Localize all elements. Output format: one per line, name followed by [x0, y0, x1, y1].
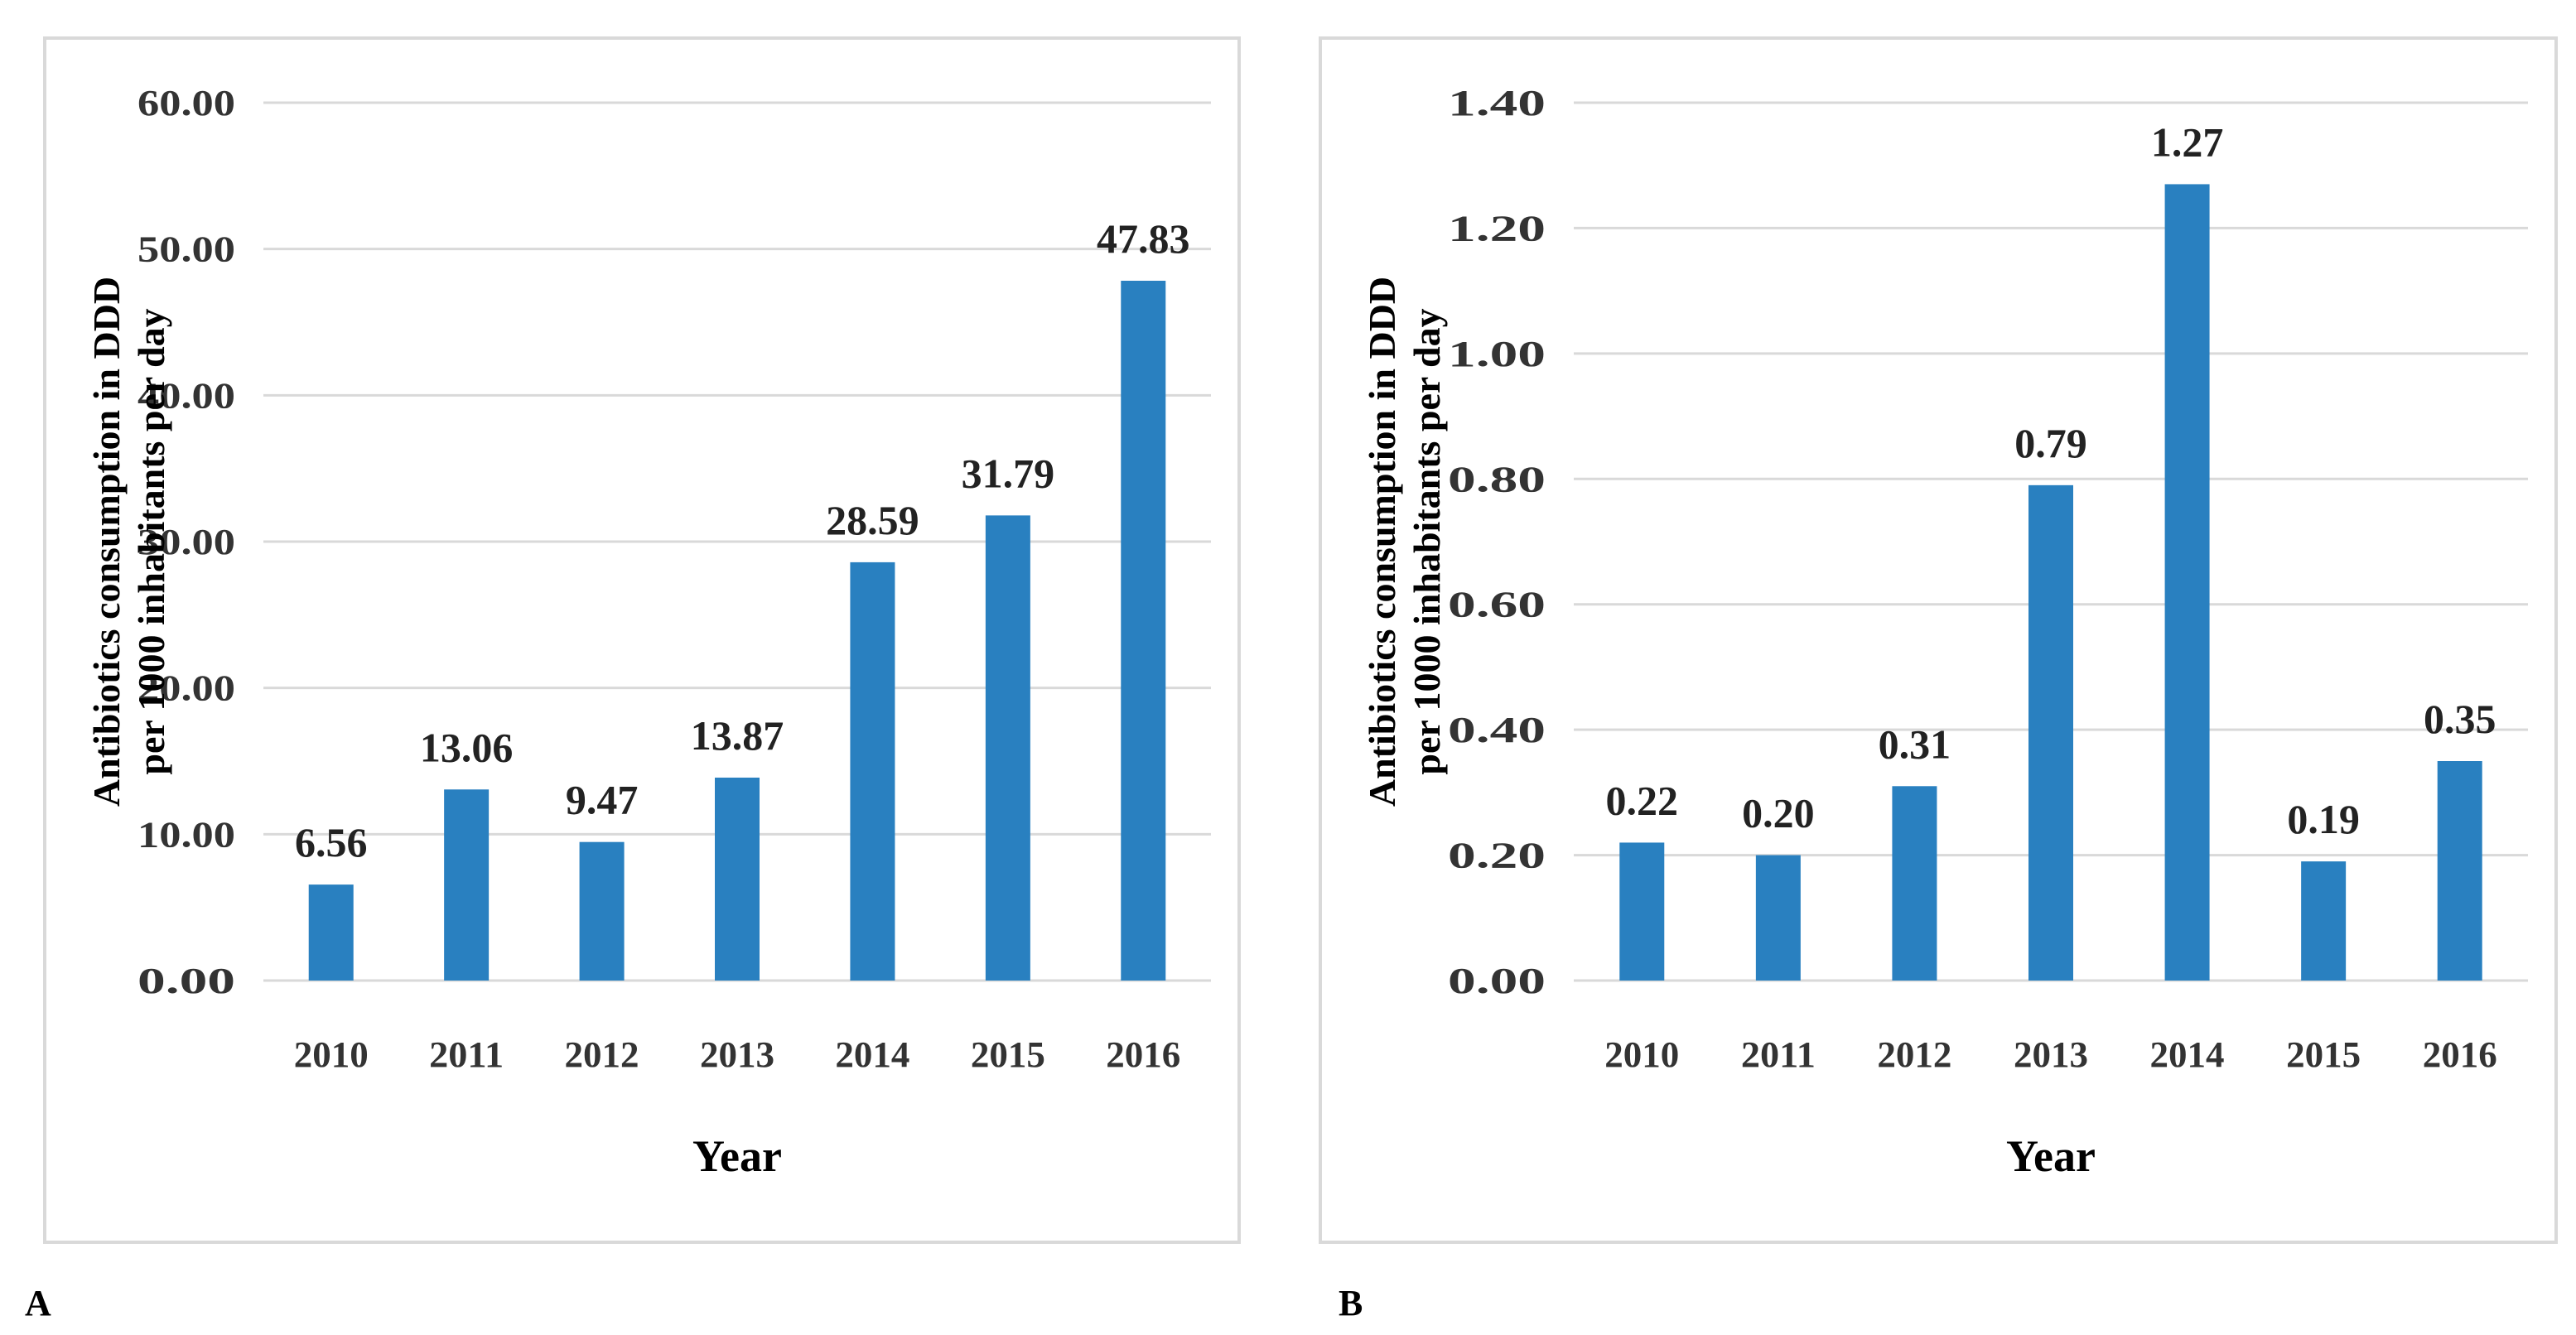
- x-tick-label: 2012: [1877, 1034, 1951, 1075]
- data-label-2011: 13.06: [420, 724, 514, 770]
- bar-2013: [2028, 484, 2073, 981]
- x-tick-label: 2011: [1741, 1034, 1816, 1075]
- bar-2014: [850, 561, 895, 981]
- data-label-2013: 13.87: [691, 712, 784, 759]
- bar-2012: [1892, 786, 1937, 981]
- x-tick-label: 2013: [2014, 1034, 2088, 1075]
- y-tick-label: 1.00: [1448, 334, 1546, 374]
- data-label-2015: 31.79: [962, 450, 1055, 496]
- bar-2013: [715, 777, 760, 981]
- data-label-2012: 0.31: [1879, 721, 1951, 767]
- y-tick-label: 60.00: [137, 83, 235, 123]
- y-tick-label: 10.00: [137, 814, 235, 855]
- x-tick-label: 2014: [835, 1034, 909, 1075]
- data-label-2016: 0.35: [2424, 696, 2496, 742]
- data-label-2010: 0.22: [1606, 777, 1679, 823]
- bar-chart-b: 0.00 0.20 0.40 0.60 0.80 1.00 1.20 1.40 0.22 2010…: [1361, 83, 2528, 1181]
- panel-label-b: B: [1339, 1283, 1363, 1323]
- bar-2016: [2437, 761, 2482, 981]
- x-tick-label: 2016: [1106, 1034, 1180, 1075]
- bar-2012: [579, 841, 625, 981]
- chart-panel-b: 0.00 0.20 0.40 0.60 0.80 1.00 1.20 1.40 0.22 2010…: [1319, 36, 2558, 1244]
- y-tick-label: 50.00: [137, 229, 235, 270]
- bar-2016: [1121, 281, 1166, 981]
- bar-chart-a: 0.00 10.00 20.00 30.00 40.00 50.00 60.00 6.56 20…: [85, 83, 1211, 1181]
- chart-panel-a: 0.00 10.00 20.00 30.00 40.00 50.00 60.00 6.56 20…: [43, 36, 1241, 1244]
- data-label-2012: 9.47: [566, 777, 639, 823]
- y-tick-label: 0.40: [1448, 710, 1546, 750]
- data-label-2016: 47.83: [1097, 215, 1190, 262]
- data-label-2014: 28.59: [826, 497, 919, 543]
- x-tick-label: 2016: [2423, 1034, 2497, 1075]
- y-axis-title-line1: Antibiotics consumption in DDD: [85, 277, 128, 807]
- x-tick-label: 2011: [429, 1034, 504, 1075]
- y-tick-label: 30.00: [137, 522, 235, 562]
- data-label-2015: 0.19: [2287, 796, 2360, 842]
- data-label-2010: 6.56: [295, 819, 368, 865]
- x-tick-label: 2010: [1604, 1034, 1679, 1075]
- data-label-2014: 1.27: [2151, 118, 2224, 165]
- y-axis-title-line2: per 1000 inhabitants per day: [130, 308, 172, 774]
- x-tick-label: 2015: [971, 1034, 1045, 1075]
- y-axis-title-line2: per 1000 inhabitants per day: [1406, 308, 1448, 774]
- x-tick-label: 2015: [2286, 1034, 2361, 1075]
- bar-2015: [2301, 861, 2347, 981]
- y-tick-label: 0.60: [1448, 585, 1546, 625]
- y-tick-label: 0.20: [1448, 836, 1546, 876]
- y-axis-title-line1: Antibiotics consumption in DDD: [1361, 277, 1403, 807]
- x-tick-label: 2014: [2150, 1034, 2225, 1075]
- y-tick-label: 20.00: [137, 668, 235, 709]
- data-label-2011: 0.20: [1742, 790, 1815, 836]
- bar-2011: [1755, 855, 1801, 981]
- bar-2010: [308, 884, 354, 981]
- y-tick-label: 0.00: [137, 961, 235, 1001]
- x-tick-label: 2013: [700, 1034, 774, 1075]
- x-tick-label: 2012: [565, 1034, 639, 1075]
- bar-2014: [2164, 184, 2210, 981]
- bar-2010: [1619, 842, 1665, 981]
- bar-2011: [444, 789, 490, 981]
- y-tick-label: 40.00: [137, 375, 235, 416]
- x-axis-title: Year: [692, 1131, 782, 1181]
- bar-2015: [985, 515, 1030, 981]
- y-tick-label: 0.80: [1448, 459, 1546, 499]
- panel-label-a: A: [25, 1283, 51, 1323]
- data-label-2013: 0.79: [2014, 420, 2087, 466]
- y-tick-label: 0.00: [1448, 961, 1546, 1001]
- x-tick-label: 2010: [294, 1034, 369, 1075]
- x-axis-title: Year: [2006, 1131, 2096, 1181]
- y-tick-label: 1.40: [1448, 83, 1546, 123]
- y-tick-label: 1.20: [1448, 208, 1546, 248]
